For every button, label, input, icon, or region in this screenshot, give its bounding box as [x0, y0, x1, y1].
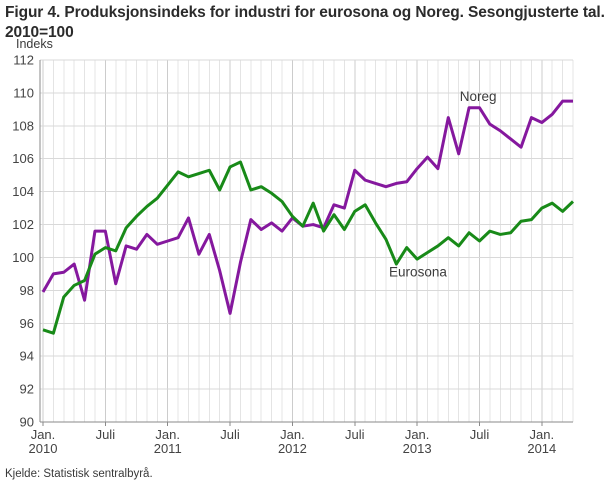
y-tick-label: 98 [20, 283, 34, 298]
noreg-label: Noreg [460, 89, 497, 104]
y-tick-label: 100 [12, 250, 34, 265]
y-tick-label: 96 [20, 316, 34, 331]
x-tick-label: Jan. [280, 427, 305, 442]
x-tick-label: 2010 [29, 441, 58, 456]
y-tick-label: 108 [12, 118, 34, 133]
figure-title: Figur 4. Produksjonsindeks for industri … [5, 4, 605, 41]
x-tick-label: 2012 [278, 441, 307, 456]
x-tick-label: Jan. [155, 427, 180, 442]
y-tick-label: 92 [20, 382, 34, 397]
eurosona-line [42, 160, 575, 335]
y-axis-unit-label: Indeks [16, 37, 53, 51]
x-tick-label: 2011 [154, 441, 182, 456]
y-tick-label: 112 [13, 53, 34, 68]
y-tick-label: 102 [12, 217, 34, 232]
x-tick-label: Juli [470, 427, 490, 442]
x-tick-label: Juli [220, 427, 240, 442]
x-tick-label: Jan. [31, 427, 56, 442]
source-note: Kjelde: Statistisk sentralbyrå. [5, 468, 153, 480]
x-tick-label: Jan. [530, 427, 555, 442]
x-tick-label: Juli [96, 427, 116, 442]
y-tick-label: 94 [20, 349, 34, 364]
x-tick-label: 2014 [527, 441, 556, 456]
y-tick-label: 90 [20, 415, 34, 430]
y-tick-label: 104 [12, 184, 34, 199]
x-tick-label: Juli [345, 427, 365, 442]
y-tick-label: 110 [13, 85, 34, 100]
eurosona-label: Eurosona [389, 264, 447, 279]
noreg-line [41, 99, 573, 315]
x-tick-label: Jan. [405, 427, 430, 442]
y-tick-label: 106 [12, 151, 34, 166]
x-tick-label: 2013 [403, 441, 432, 456]
